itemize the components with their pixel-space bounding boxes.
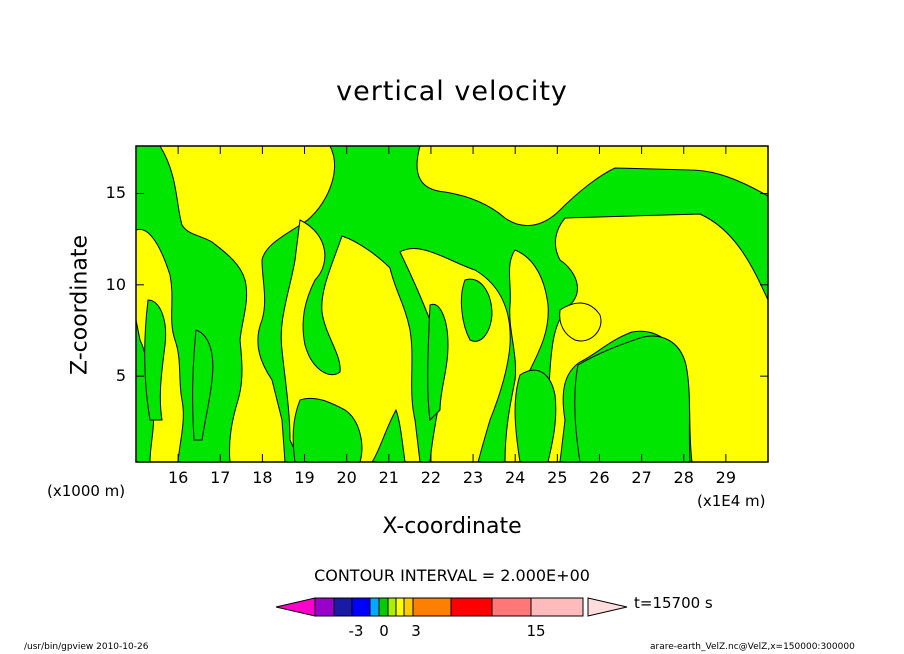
x-tick-label: 17	[210, 468, 231, 487]
colorbar-cell	[369, 597, 380, 617]
chart-title: vertical velocity	[336, 76, 568, 107]
negative-island	[192, 329, 214, 441]
colorbar-label: -3	[348, 622, 364, 640]
colorbar-cell	[403, 597, 414, 617]
y-unit-label: (x1000 m)	[47, 482, 126, 500]
x-tick-label: 28	[673, 468, 694, 487]
colorbar-high-arrow	[587, 597, 628, 617]
colorbar-cell	[412, 597, 452, 617]
colorbar-cell	[395, 597, 405, 617]
plot-frame	[135, 145, 769, 463]
colorbar-cell	[530, 597, 584, 617]
colorbar-cell	[351, 597, 371, 617]
colorbar-label: 3	[411, 622, 421, 640]
colorbar-cell	[491, 597, 532, 617]
positive-region	[416, 146, 768, 226]
x-tick-label: 16	[167, 468, 189, 487]
x-unit-label: (x1E4 m)	[697, 492, 766, 510]
colorbar-cell	[378, 597, 389, 617]
x-tick-label: 26	[589, 468, 610, 487]
positive-region	[559, 302, 602, 342]
negative-island	[144, 299, 167, 421]
colorbar-label: 15	[526, 622, 546, 640]
negative-island	[292, 397, 363, 462]
positive-region	[159, 146, 335, 462]
x-tick-label: 24	[505, 468, 526, 487]
x-tick-label: 23	[462, 468, 484, 487]
negative-island	[574, 335, 691, 462]
negative-island	[514, 369, 557, 462]
footer-left: /usr/bin/gpview 2010-10-26	[24, 642, 149, 652]
x-axis-label: X-coordinate	[382, 514, 522, 539]
negative-island	[427, 303, 449, 422]
x-tick-label: 19	[294, 468, 315, 487]
x-tick-label: 20	[336, 468, 357, 487]
x-tick-label: 22	[420, 468, 442, 487]
contour-field	[136, 146, 768, 462]
colorbar-low-arrow	[275, 597, 316, 617]
x-tick-label: 27	[631, 468, 652, 487]
time-label: t=15700 s	[634, 594, 713, 612]
colorbar-cell	[450, 597, 493, 617]
x-tick-label: 18	[252, 468, 273, 487]
negative-island	[460, 278, 493, 342]
y-tick-label: 15	[105, 183, 126, 203]
x-tick-label: 25	[547, 468, 568, 487]
colorbar-cell	[387, 597, 397, 617]
colorbar-label: 0	[379, 622, 389, 640]
y-tick-label: 5	[115, 366, 126, 386]
positive-region	[544, 213, 768, 462]
x-tick-label: 21	[378, 468, 399, 487]
x-tick-label: 29	[715, 468, 737, 487]
colorbar	[275, 597, 628, 617]
colorbar-cell	[314, 597, 335, 617]
y-axis-label: Z-coordinate	[67, 235, 93, 375]
footer-right: arare-earth_VelZ.nc@VelZ,x=150000:300000	[650, 642, 855, 652]
axis-ticks	[136, 146, 768, 462]
contour-interval-text: CONTOUR INTERVAL = 2.000E+00	[314, 566, 590, 585]
colorbar-cell	[333, 597, 353, 617]
y-tick-label: 10	[105, 274, 126, 294]
